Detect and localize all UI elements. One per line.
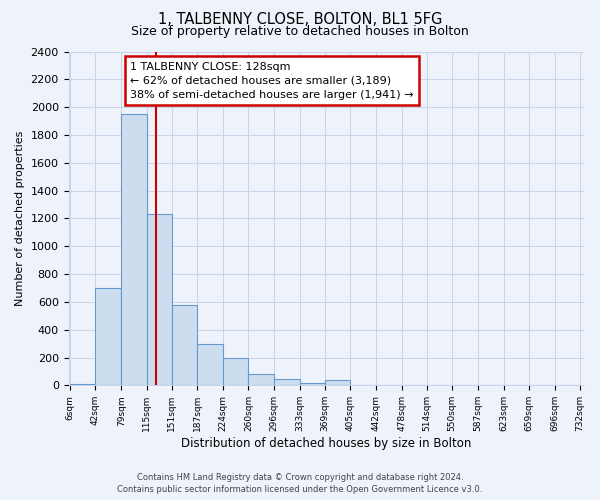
Text: 1 TALBENNY CLOSE: 128sqm
← 62% of detached houses are smaller (3,189)
38% of sem: 1 TALBENNY CLOSE: 128sqm ← 62% of detach… [130, 62, 414, 100]
Bar [300, 382, 325, 386]
Text: Contains HM Land Registry data © Crown copyright and database right 2024.
Contai: Contains HM Land Registry data © Crown c… [118, 472, 482, 494]
Bar [95, 288, 121, 386]
Bar [70, 384, 95, 386]
Bar [274, 379, 300, 386]
Bar [146, 214, 172, 386]
X-axis label: Distribution of detached houses by size in Bolton: Distribution of detached houses by size … [181, 437, 471, 450]
Bar [325, 380, 350, 386]
Text: 1, TALBENNY CLOSE, BOLTON, BL1 5FG: 1, TALBENNY CLOSE, BOLTON, BL1 5FG [158, 12, 442, 28]
Bar [350, 384, 376, 386]
Bar [223, 358, 248, 386]
Bar [197, 344, 223, 386]
Bar [172, 304, 197, 386]
Text: Size of property relative to detached houses in Bolton: Size of property relative to detached ho… [131, 25, 469, 38]
Y-axis label: Number of detached properties: Number of detached properties [15, 130, 25, 306]
Bar [248, 374, 274, 386]
Bar [121, 114, 146, 386]
